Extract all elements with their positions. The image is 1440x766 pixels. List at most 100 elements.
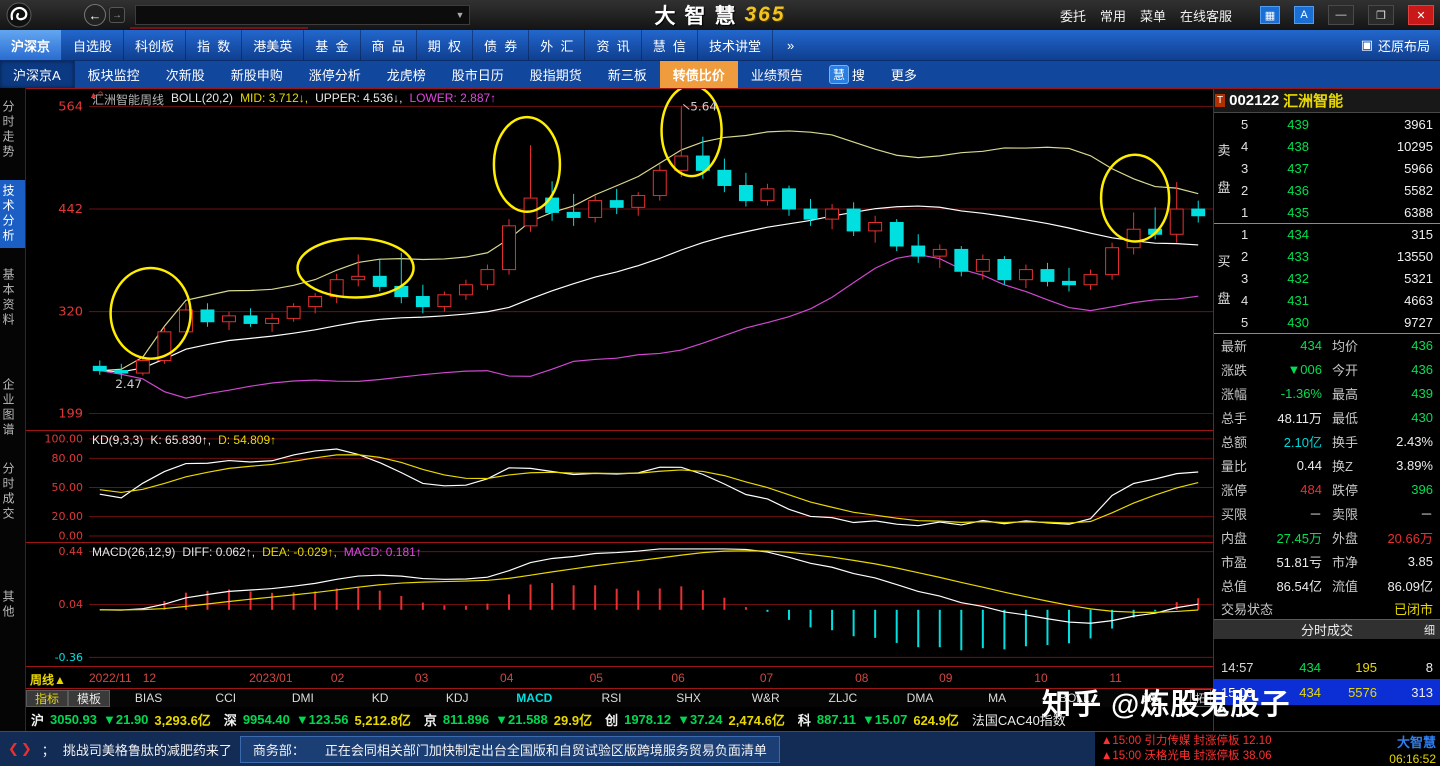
menu-item-0[interactable]: 沪深京 — [0, 30, 63, 60]
market-index-2[interactable]: 京 811.896 ▼21.588 29.9亿 — [424, 710, 592, 729]
menu-item-8[interactable]: 债 券 — [473, 30, 530, 60]
menu-item-10[interactable]: 资 讯 — [585, 30, 642, 60]
ticker-nav-arrows-icon[interactable]: ❮❯ — [8, 741, 34, 756]
market-index-0[interactable]: 沪 3050.93 ▼21.90 3,293.6亿 — [31, 710, 211, 729]
titlebar-link-1[interactable]: 常用 — [1099, 8, 1126, 24]
sell-row-2[interactable]: 2 436 5582 — [1234, 179, 1440, 201]
indicator-tab-zljc[interactable]: ZLJC — [828, 691, 858, 705]
menu-more-button[interactable]: » — [786, 37, 795, 53]
kd-chart[interactable]: 100.00 80.00 50.00 20.00 0.00 — [26, 431, 1213, 542]
search-input[interactable] — [136, 8, 451, 22]
macd-chart[interactable]: 0.44 0.04 -0.36 — [26, 543, 1213, 666]
search-dropdown-icon[interactable]: ▼ — [455, 10, 465, 20]
sidebar-item-2[interactable]: 基本资料 — [1, 268, 15, 328]
indicator-bar-expand-button[interactable]: 拓 — [1190, 689, 1211, 707]
tick-trade-row-1[interactable]: 15:00 434 5576 313 — [1214, 679, 1440, 705]
sidebar-item-0[interactable]: 分时走势 — [1, 100, 15, 160]
scroll-marks[interactable]: ▲? — [89, 90, 103, 100]
submenu-item-9[interactable]: 转债比价 — [659, 61, 738, 88]
indicator-bar-button-0[interactable]: 指标 — [26, 689, 69, 707]
indicator-tab-kdj[interactable]: KDJ — [445, 691, 469, 705]
submenu-item-5[interactable]: 龙虎榜 — [386, 68, 426, 83]
indicator-tab-xs[interactable]: XS — [1143, 691, 1160, 705]
kd-panel[interactable]: KD(9,3,3) K: 65.830↑, D: 54.809↑ 100.00 8… — [26, 430, 1213, 542]
sell-row-5[interactable]: 5 439 3961 — [1234, 113, 1440, 135]
menu-item-12[interactable]: 技术讲堂 — [698, 30, 773, 60]
menu-item-1[interactable]: 自选股 — [62, 30, 125, 60]
info-value: 86.54亿 — [1276, 578, 1322, 594]
restore-layout-button[interactable]: ▣ 还原布局 — [1361, 36, 1440, 55]
submenu-item-6[interactable]: 股市日历 — [451, 68, 504, 83]
market-index-1[interactable]: 深 9954.40 ▼123.56 5,212.8亿 — [224, 710, 411, 729]
indicator-tab-dma[interactable]: DMA — [906, 691, 934, 705]
tick-trade-row-0[interactable]: 14:57 434 195 8 — [1214, 656, 1440, 679]
submenu-item-0[interactable]: 沪深京A — [0, 61, 75, 88]
buy-row-1[interactable]: 1 434 315 — [1234, 224, 1440, 246]
titlebar-link-3[interactable]: 在线客服 — [1179, 8, 1232, 24]
limit-up-alert-0[interactable]: ▲15:00 引力传媒 封涨停板 12.10 — [1101, 735, 1272, 747]
back-button[interactable]: ← — [84, 4, 106, 26]
submenu-item-10[interactable]: 业绩预告 — [750, 68, 803, 83]
market-index-4[interactable]: 科 887.11 ▼15.07 624.9亿 — [798, 710, 959, 729]
buy-row-2[interactable]: 2 433 13550 — [1234, 246, 1440, 268]
sell-row-3[interactable]: 3 437 5966 — [1234, 157, 1440, 179]
indicator-tab-cci[interactable]: CCI — [215, 691, 237, 705]
submenu-item-8[interactable]: 新三板 — [607, 68, 647, 83]
sell-row-1[interactable]: 1 435 6388 — [1234, 201, 1440, 223]
sell-row-4[interactable]: 4 438 10295 — [1234, 135, 1440, 157]
buy-row-5[interactable]: 5 430 9727 — [1234, 311, 1440, 333]
indicator-tab-wr[interactable]: W&R — [751, 691, 780, 705]
app-logo-icon[interactable] — [6, 2, 32, 28]
menu-item-3[interactable]: 指 数 — [186, 30, 243, 60]
menu-item-9[interactable]: 外 汇 — [529, 30, 586, 60]
quote-header[interactable]: T 002122 汇洲智能 — [1214, 89, 1440, 113]
minimize-button[interactable]: — — [1328, 5, 1354, 25]
menu-item-6[interactable]: 商 品 — [361, 30, 417, 60]
menu-item-4[interactable]: 港美英 — [242, 30, 305, 60]
ticker-news-1[interactable]: 挑战司美格鲁肽的减肥药来了 — [62, 742, 232, 758]
indicator-tab-ma[interactable]: MA — [988, 691, 1007, 705]
main-chart-panel[interactable]: ▲? 汇洲智能周线 BOLL(20,2) MID: 3.712↓, UPPER:… — [26, 88, 1213, 430]
indicator-tab-shx[interactable]: SHX — [676, 691, 701, 705]
submenu-item-1[interactable]: 板块监控 — [87, 68, 140, 83]
period-selector[interactable]: 周线▲ — [30, 673, 66, 687]
grid-icon[interactable]: ▦ — [1260, 6, 1280, 24]
macd-panel[interactable]: MACD(26,12,9) DIFF: 0.062↑, DEA: -0.029↑… — [26, 542, 1213, 666]
indicator-tab-kd[interactable]: KD — [371, 691, 389, 705]
submenu-item-7[interactable]: 股指期货 — [529, 68, 582, 83]
indicator-tab-macd[interactable]: MACD — [516, 691, 553, 705]
menu-item-11[interactable]: 慧 信 — [642, 30, 698, 60]
indicator-tab-rsi[interactable]: RSI — [601, 691, 622, 705]
sidebar-item-3[interactable]: 企业图谱 — [1, 378, 15, 438]
candlestick-chart[interactable]: 564 442 320 199 5.64 2.47 — [26, 89, 1213, 430]
x-axis-label-0: 2022/11 — [89, 671, 132, 685]
indicator-tab-dmi[interactable]: DMI — [291, 691, 314, 705]
indicator-bar-button-1[interactable]: 模板 — [68, 689, 111, 707]
ticker-news-2-box[interactable]: 商务部： 正在会同相关部门加快制定出台全国版和自贸试验区版跨境服务贸易负面清单 — [239, 735, 780, 763]
titlebar-link-2[interactable]: 菜单 — [1139, 8, 1166, 24]
forward-button[interactable]: → — [109, 7, 125, 23]
submenu-item-3[interactable]: 新股申购 — [230, 68, 283, 83]
submenu-item-11[interactable]: 慧搜 — [816, 61, 878, 88]
submenu-item-4[interactable]: 涨停分析 — [308, 68, 361, 83]
search-box[interactable]: ▼ — [135, 5, 470, 25]
sidebar-item-5[interactable]: 其他 — [1, 590, 15, 620]
close-button[interactable]: ✕ — [1408, 5, 1434, 25]
limit-up-alert-1[interactable]: ▲15:00 沃格光电 封涨停板 38.06 — [1101, 750, 1272, 762]
font-icon[interactable]: A — [1294, 6, 1314, 24]
indicator-tab-boll[interactable]: BOLL — [1058, 691, 1090, 705]
buy-row-3[interactable]: 3 432 5321 — [1234, 268, 1440, 290]
titlebar-link-0[interactable]: 委托 — [1059, 8, 1086, 24]
maximize-button[interactable]: ❐ — [1368, 5, 1394, 25]
menu-item-2[interactable]: 科创板 — [124, 30, 187, 60]
market-index-3[interactable]: 创 1978.12 ▼37.24 2,474.6亿 — [605, 710, 785, 729]
sidebar-item-4[interactable]: 分时成交 — [1, 462, 15, 522]
indicator-tab-bias[interactable]: BIAS — [134, 691, 163, 705]
submenu-item-12[interactable]: 更多 — [890, 68, 917, 83]
submenu-item-2[interactable]: 次新股 — [165, 68, 205, 83]
menu-item-5[interactable]: 基 金 — [304, 30, 361, 60]
menu-item-7[interactable]: 期 权 — [417, 30, 473, 60]
tick-trades-detail-button[interactable]: 细 — [1424, 624, 1435, 637]
sidebar-item-1[interactable]: 技术分析 — [0, 180, 25, 248]
buy-row-4[interactable]: 4 431 4663 — [1234, 289, 1440, 311]
